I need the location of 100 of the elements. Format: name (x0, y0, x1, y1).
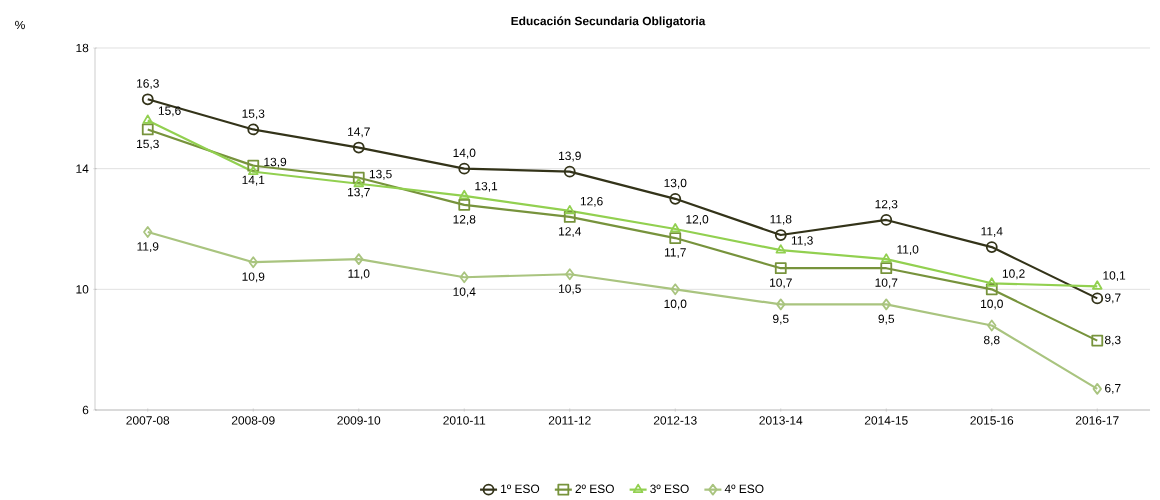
data-label: 14,1 (242, 175, 265, 186)
point (670, 283, 680, 296)
data-label: 8,8 (983, 335, 1000, 346)
data-label: 13,0 (664, 178, 687, 189)
point (669, 192, 682, 205)
point (352, 141, 365, 154)
data-label: 10,7 (770, 278, 792, 289)
point (987, 319, 997, 332)
data-label: 10,4 (453, 287, 476, 298)
point (459, 189, 470, 200)
data-label: 6,7 (1105, 383, 1121, 394)
data-label: 14,0 (453, 148, 476, 159)
data-label: 9,7 (1105, 293, 1121, 304)
x-tick-label: 2014-15 (864, 416, 908, 425)
point (1091, 292, 1104, 305)
data-label: 11,9 (137, 242, 159, 253)
point (564, 205, 575, 215)
data-label: 16,3 (137, 79, 159, 90)
data-label: 10,5 (559, 284, 581, 295)
point (1091, 334, 1104, 347)
data-label: 10,0 (981, 299, 1003, 310)
data-label: 11,3 (791, 236, 813, 247)
x-tick-label: 2015-16 (970, 416, 1014, 425)
data-label: 15,3 (137, 139, 159, 150)
data-label: 12,4 (559, 227, 582, 238)
data-label: 10,7 (875, 278, 898, 289)
point (458, 162, 471, 175)
data-label: 9,5 (878, 314, 895, 325)
legend-label: 4º ESO (724, 484, 764, 494)
point (141, 123, 154, 136)
point (141, 93, 154, 106)
point (775, 244, 786, 254)
point (985, 241, 998, 253)
point (143, 226, 153, 238)
data-label: 10,0 (664, 299, 687, 310)
x-tick-label: 2011-12 (548, 416, 591, 425)
data-label: 8,3 (1104, 335, 1121, 346)
x-tick-label: 2009-10 (337, 416, 381, 425)
x-tick-label: 2008-09 (231, 416, 275, 425)
point (247, 123, 260, 136)
x-tick-label: 2010-11 (443, 416, 486, 425)
data-label: 9,5 (773, 314, 789, 325)
point (248, 165, 259, 176)
point (1092, 382, 1102, 395)
point (880, 214, 893, 226)
data-label: 14,7 (348, 127, 370, 138)
point (880, 262, 893, 275)
data-label: 10,2 (1002, 269, 1025, 280)
point (774, 229, 787, 241)
y-tick-label: 14 (76, 164, 89, 173)
point (881, 253, 892, 263)
point (670, 223, 681, 233)
data-label: 10,1 (1103, 271, 1126, 282)
point (565, 268, 575, 281)
data-label: 11,4 (981, 227, 1003, 237)
x-tick-label: 2007-08 (126, 416, 170, 425)
point (353, 177, 364, 188)
point (458, 198, 471, 211)
data-label: 12,8 (453, 215, 476, 225)
data-label: 13,5 (369, 169, 392, 180)
x-tick-label: 2012-13 (653, 416, 697, 425)
point (776, 298, 786, 311)
point (669, 232, 682, 244)
legend-label: 2º ESO (575, 484, 614, 494)
data-label: 11,0 (897, 245, 919, 256)
point (774, 262, 787, 275)
point (354, 253, 364, 266)
data-label: 12,6 (580, 196, 603, 207)
point (563, 211, 576, 223)
data-label: 11,0 (348, 269, 370, 280)
point (563, 165, 576, 178)
chart-title: Educación Secundaria Obligatoria (511, 16, 706, 28)
data-label: 11,8 (770, 214, 792, 225)
y-tick-label: 10 (76, 285, 89, 294)
point (142, 114, 153, 124)
data-label: 10,9 (242, 272, 265, 283)
legend-label: 3º ESO (650, 484, 689, 494)
y-tick-label: 18 (76, 43, 89, 53)
point (247, 159, 260, 172)
data-label: 15,6 (158, 106, 181, 117)
point (985, 283, 998, 296)
x-tick-label: 2016-17 (1075, 416, 1119, 425)
point (352, 171, 365, 184)
data-label: 12,0 (686, 215, 709, 225)
point (1092, 280, 1103, 290)
data-label: 12,3 (875, 199, 898, 210)
y-axis-title: % (15, 20, 25, 30)
data-label: 13,9 (264, 157, 287, 168)
x-tick-label: 2013-14 (759, 416, 803, 425)
data-label: 15,3 (242, 109, 265, 120)
data-label: 13,1 (475, 181, 498, 192)
point (248, 256, 258, 269)
data-label: 13,7 (348, 187, 370, 198)
data-label: 11,7 (664, 248, 686, 258)
point (459, 271, 469, 284)
legend-label: 1º ESO (501, 484, 540, 494)
data-label: 13,9 (559, 151, 581, 162)
point (986, 277, 997, 287)
point (881, 298, 891, 311)
y-tick-label: 6 (82, 405, 89, 415)
